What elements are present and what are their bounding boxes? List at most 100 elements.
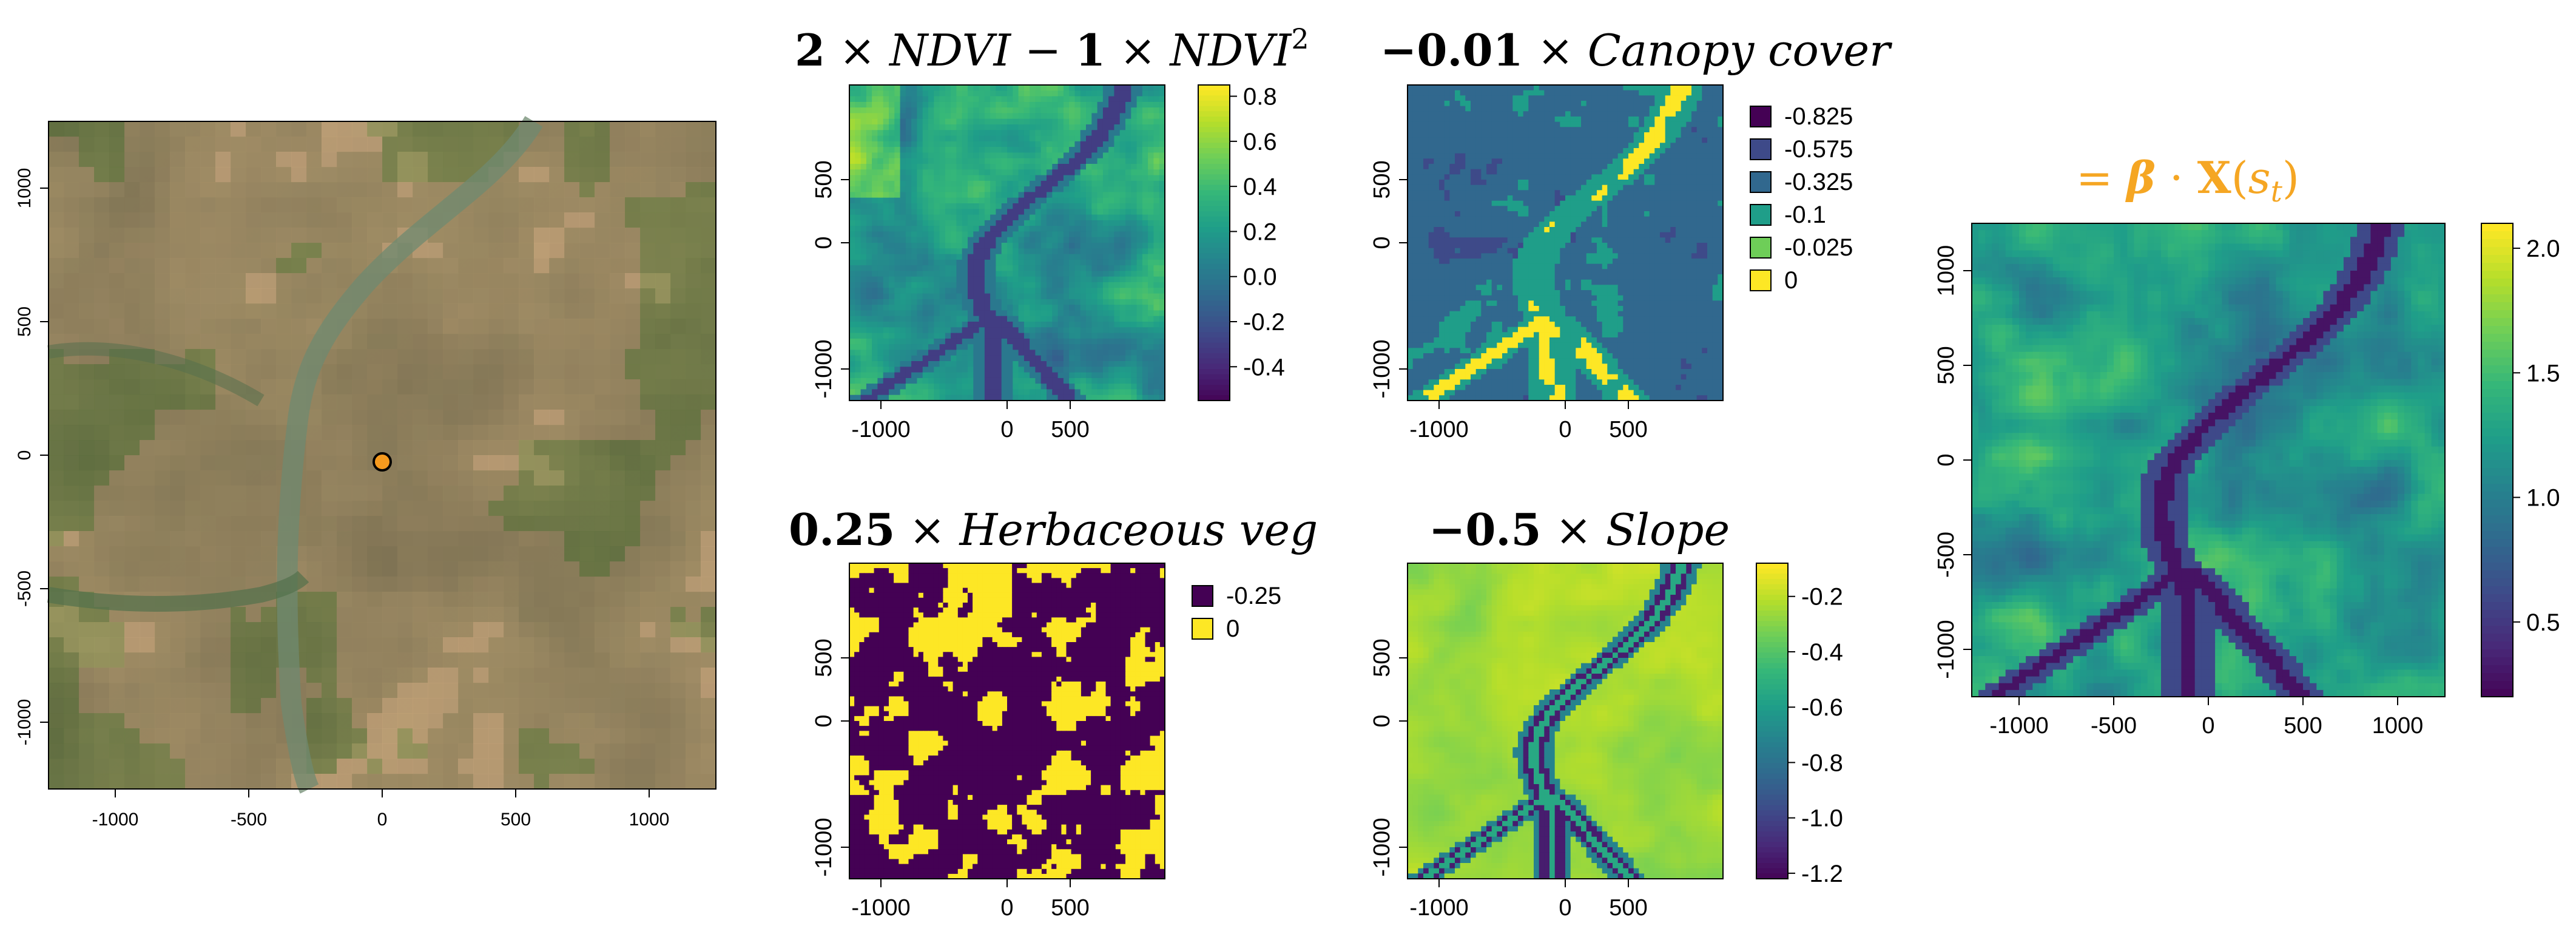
raster-cell (1125, 158, 1131, 164)
satellite-pixel (94, 577, 110, 592)
raster-cell (1023, 271, 1030, 277)
raster-cell (1047, 361, 1053, 367)
satellite-pixel (155, 410, 170, 425)
raster-cell (1013, 271, 1019, 277)
satellite-pixel (109, 713, 125, 729)
satellite-pixel (337, 243, 352, 259)
raster-cell (939, 197, 946, 204)
raster-cell (1040, 305, 1047, 311)
satellite-pixel (352, 531, 368, 547)
raster-cell (1159, 271, 1165, 277)
raster-cell (962, 377, 968, 384)
raster-cell (984, 164, 991, 170)
satellite-pixel (640, 303, 656, 319)
raster-cell (951, 361, 957, 367)
satellite-pixel (534, 137, 550, 152)
raster-cell (1047, 203, 1053, 209)
raster-cell (1023, 130, 1030, 137)
raster-cell (1131, 259, 1138, 266)
raster-cell (973, 310, 980, 317)
raster-cell (1086, 152, 1092, 159)
raster-cell (1136, 158, 1143, 164)
raster-cell (855, 372, 861, 379)
raster-cell (956, 197, 963, 204)
raster-cell (1023, 197, 1030, 204)
raster-cell (849, 107, 855, 113)
raster-cell (1007, 237, 1013, 243)
satellite-pixel (488, 652, 504, 668)
raster-cell (968, 254, 974, 260)
raster-cell (951, 180, 957, 187)
raster-cell (917, 135, 923, 142)
satellite-pixel (504, 455, 519, 471)
satellite-pixel (231, 713, 246, 729)
satellite-pixel (231, 516, 246, 532)
raster-cell (996, 90, 1002, 97)
satellite-pixel (124, 273, 140, 289)
satellite-pixel (534, 394, 550, 410)
raster-cell (877, 220, 884, 226)
raster-cell (979, 113, 985, 120)
satellite-pixel (595, 440, 610, 456)
satellite-pixel (185, 637, 201, 653)
raster-cell (1007, 327, 1013, 334)
satellite-pixel (504, 288, 519, 304)
raster-cell (1086, 384, 1092, 390)
raster-cell (979, 169, 985, 176)
raster-cell (860, 389, 867, 396)
raster-cell (1052, 293, 1059, 300)
satellite-pixel (473, 228, 489, 243)
raster-cell (1007, 180, 1013, 187)
raster-cell (922, 384, 929, 390)
satellite-pixel (124, 394, 140, 410)
raster-cell (1001, 259, 1008, 266)
satellite-pixel (200, 228, 216, 243)
raster-cell (1102, 96, 1109, 103)
raster-cell (1114, 101, 1121, 108)
raster-cell (1153, 101, 1160, 108)
raster-cell (1136, 372, 1143, 379)
raster-cell (860, 322, 867, 328)
raster-cell (1023, 135, 1030, 142)
satellite-pixel (686, 470, 701, 486)
raster-cell (1108, 265, 1114, 271)
satellite-pixel (322, 182, 337, 198)
raster-cell (866, 361, 872, 367)
raster-cell (1001, 124, 1008, 130)
satellite-pixel (352, 349, 368, 365)
raster-cell (1040, 367, 1047, 373)
raster-cell (900, 96, 906, 103)
raster-cell (1091, 118, 1098, 125)
raster-cell (883, 237, 889, 243)
satellite-pixel (519, 698, 534, 714)
raster-cell (990, 305, 996, 311)
raster-cell (1035, 147, 1042, 153)
raster-cell (1069, 203, 1075, 209)
raster-cell (1102, 361, 1109, 367)
raster-cell (1018, 243, 1025, 249)
raster-cell (990, 192, 996, 198)
raster-cell (1035, 293, 1042, 300)
satellite-pixel (291, 212, 307, 228)
raster-cell (956, 147, 963, 153)
satellite-pixel (595, 167, 610, 183)
satellite-pixel (564, 228, 580, 243)
satellite-pixel (124, 652, 140, 668)
raster-cell (1102, 130, 1109, 137)
satellite-pixel (579, 228, 595, 243)
satellite-pixel (322, 394, 337, 410)
raster-cell (962, 254, 968, 260)
raster-cell (1119, 355, 1126, 362)
satellite-pixel (200, 728, 216, 744)
raster-cell (1007, 113, 1013, 120)
raster-cell (1125, 85, 1131, 91)
raster-cell (962, 361, 968, 367)
raster-cell (866, 276, 872, 283)
satellite-pixel (382, 379, 398, 395)
raster-cell (951, 293, 957, 300)
raster-cell (872, 164, 878, 170)
raster-cell (883, 361, 889, 367)
raster-cell (855, 243, 861, 249)
satellite-pixel (185, 561, 201, 577)
satellite-pixel (701, 212, 716, 228)
